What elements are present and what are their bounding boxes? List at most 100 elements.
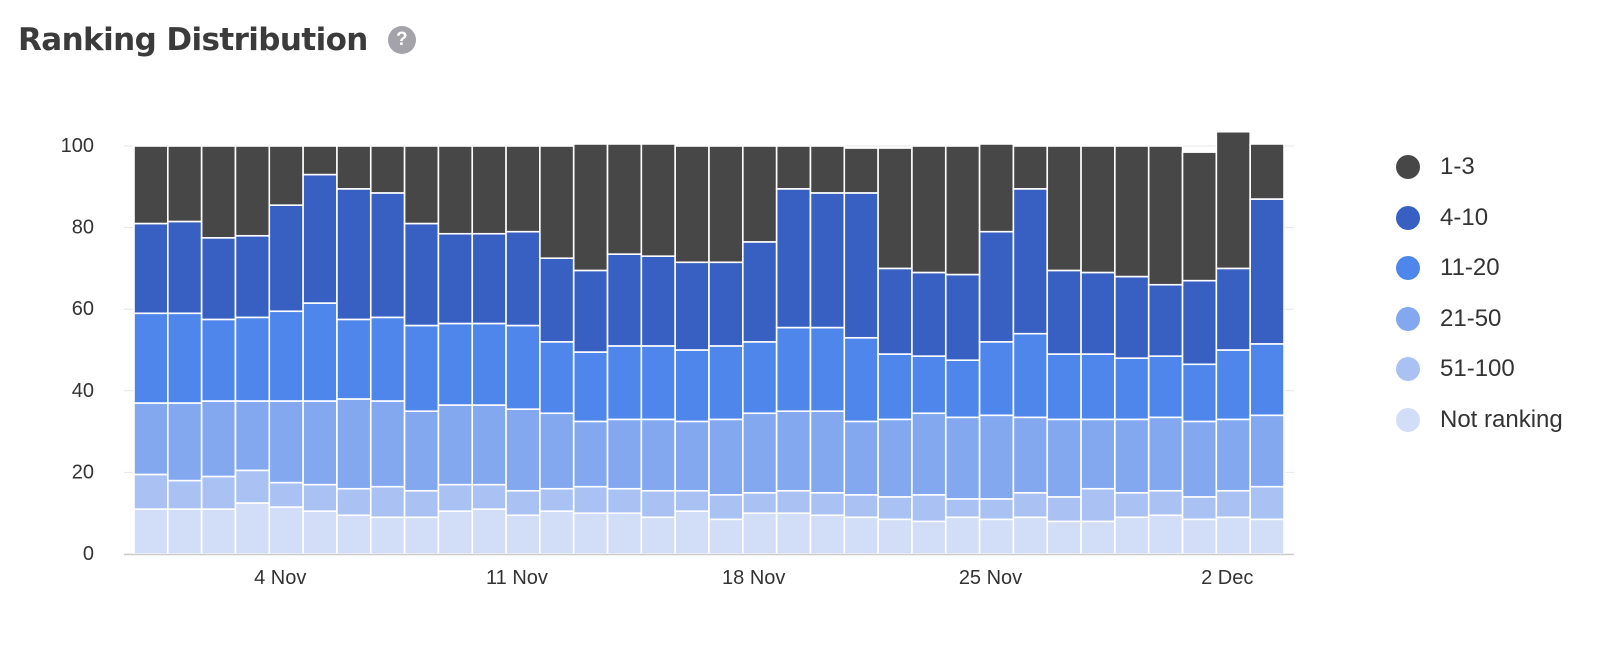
bar-segment[interactable]	[403, 222, 440, 327]
bar-segment[interactable]	[1046, 353, 1082, 421]
bar-segment[interactable]	[200, 400, 237, 478]
bar-segment[interactable]	[775, 489, 812, 515]
bar-segment[interactable]	[437, 483, 474, 512]
bar-segment[interactable]	[200, 318, 237, 402]
bar-segment[interactable]	[167, 402, 203, 482]
bar-segment[interactable]	[505, 145, 541, 233]
bar-segment[interactable]	[403, 324, 440, 412]
bar-segment[interactable]	[775, 188, 812, 329]
bar-segment[interactable]	[302, 400, 338, 486]
bar-segment[interactable]	[911, 520, 947, 555]
bar-segment[interactable]	[1215, 516, 1251, 555]
bar-segment[interactable]	[1249, 143, 1285, 200]
bar-segment[interactable]	[944, 516, 981, 555]
bar-segment[interactable]	[1181, 496, 1218, 521]
bar-segment[interactable]	[843, 516, 879, 555]
bar-segment[interactable]	[911, 412, 947, 496]
bar-segment[interactable]	[572, 420, 609, 488]
bar-segment[interactable]	[674, 349, 710, 423]
bar-segment[interactable]	[200, 237, 237, 321]
bar-segment[interactable]	[268, 400, 304, 484]
bar-segment[interactable]	[336, 487, 372, 517]
legend-item-1-3[interactable]: 1-3	[1396, 142, 1563, 193]
bar-segment[interactable]	[268, 204, 304, 313]
bar-segment[interactable]	[403, 410, 440, 492]
bar-segment[interactable]	[369, 192, 406, 319]
bar-segment[interactable]	[978, 414, 1015, 500]
bar-segment[interactable]	[302, 145, 338, 176]
bar-segment[interactable]	[708, 145, 744, 264]
bar-segment[interactable]	[606, 512, 643, 555]
bar-segment[interactable]	[944, 416, 981, 500]
bar-segment[interactable]	[539, 487, 575, 512]
bar-segment[interactable]	[978, 230, 1015, 343]
bar-segment[interactable]	[133, 402, 169, 476]
bar-segment[interactable]	[1114, 275, 1150, 359]
bar-segment[interactable]	[775, 410, 812, 492]
bar-segment[interactable]	[809, 410, 846, 494]
bar-segment[interactable]	[775, 326, 812, 412]
bar-segment[interactable]	[606, 345, 643, 421]
bar-segment[interactable]	[742, 145, 778, 243]
bar-segment[interactable]	[403, 516, 440, 555]
bar-segment[interactable]	[572, 143, 609, 272]
bar-segment[interactable]	[1012, 416, 1049, 494]
bar-segment[interactable]	[742, 241, 778, 343]
bar-segment[interactable]	[471, 145, 507, 235]
bar-segment[interactable]	[572, 351, 609, 423]
bar-segment[interactable]	[1249, 343, 1285, 417]
bar-segment[interactable]	[606, 253, 643, 347]
bar-segment[interactable]	[234, 234, 271, 319]
bar-segment[interactable]	[843, 494, 879, 519]
bar-segment[interactable]	[471, 483, 507, 510]
bar-segment[interactable]	[1249, 485, 1285, 521]
bar-segment[interactable]	[1147, 514, 1184, 555]
bar-segment[interactable]	[1147, 416, 1184, 492]
bar-segment[interactable]	[167, 220, 203, 315]
bar-segment[interactable]	[471, 322, 507, 406]
bar-segment[interactable]	[742, 412, 778, 494]
bar-segment[interactable]	[268, 145, 304, 206]
bar-segment[interactable]	[640, 255, 676, 347]
bar-segment[interactable]	[1249, 518, 1285, 555]
bar-segment[interactable]	[1215, 418, 1251, 492]
bar-segment[interactable]	[640, 489, 676, 519]
bar-segment[interactable]	[539, 145, 575, 259]
bar-segment[interactable]	[336, 398, 372, 490]
bar-segment[interactable]	[1147, 355, 1184, 419]
bar-segment[interactable]	[1249, 414, 1285, 488]
bar-segment[interactable]	[200, 508, 237, 555]
bar-segment[interactable]	[234, 469, 271, 504]
bar-segment[interactable]	[302, 302, 338, 402]
bar-segment[interactable]	[133, 222, 169, 315]
bar-segment[interactable]	[437, 232, 474, 325]
bar-segment[interactable]	[1046, 269, 1082, 355]
bar-segment[interactable]	[572, 512, 609, 555]
bar-segment[interactable]	[1046, 496, 1082, 523]
bar-segment[interactable]	[877, 353, 913, 421]
bar-segment[interactable]	[1181, 363, 1218, 423]
bar-segment[interactable]	[1046, 418, 1082, 498]
legend-item-not-ranking[interactable]: Not ranking	[1396, 395, 1563, 446]
bar-segment[interactable]	[1046, 520, 1082, 555]
bar-segment[interactable]	[1080, 271, 1116, 355]
bar-segment[interactable]	[708, 518, 744, 555]
bar-segment[interactable]	[234, 316, 271, 402]
bar-segment[interactable]	[1012, 491, 1049, 519]
bar-segment[interactable]	[877, 267, 913, 355]
bar-segment[interactable]	[978, 498, 1015, 521]
bar-segment[interactable]	[640, 143, 676, 257]
bar-segment[interactable]	[978, 341, 1015, 417]
bar-segment[interactable]	[1181, 279, 1218, 366]
bar-segment[interactable]	[674, 489, 710, 512]
bar-segment[interactable]	[742, 512, 778, 555]
bar-segment[interactable]	[505, 514, 541, 555]
bar-segment[interactable]	[336, 318, 372, 400]
bar-segment[interactable]	[437, 510, 474, 555]
bar-segment[interactable]	[1080, 353, 1116, 421]
bar-segment[interactable]	[1114, 357, 1150, 421]
bar-segment[interactable]	[1181, 420, 1218, 498]
bar-segment[interactable]	[234, 502, 271, 555]
bar-segment[interactable]	[708, 261, 744, 347]
bar-segment[interactable]	[1215, 267, 1251, 351]
